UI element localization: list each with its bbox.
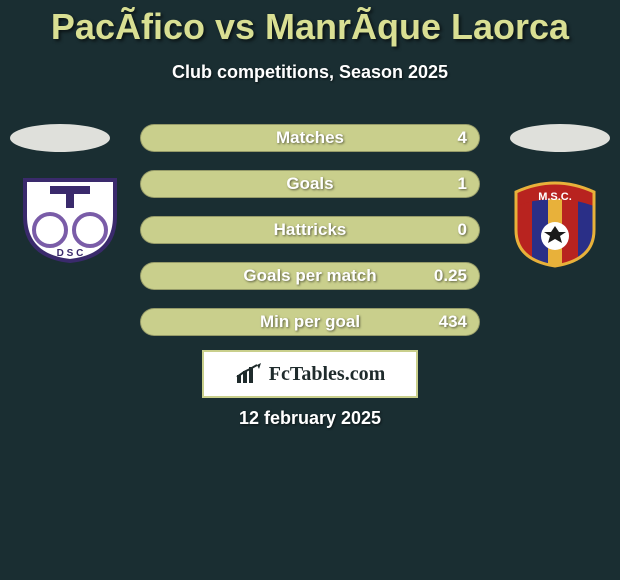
stat-row-min-per-goal: Min per goal 434 — [140, 308, 480, 336]
bar-chart-icon — [235, 363, 263, 385]
brand-badge: FcTables.com — [202, 350, 418, 398]
vs-text: vs — [205, 6, 265, 47]
player-b-silhouette — [510, 124, 610, 152]
stat-value: 4 — [458, 128, 467, 148]
player-a-silhouette — [10, 124, 110, 152]
date-text: 12 february 2025 — [0, 408, 620, 429]
stat-row-matches: Matches 4 — [140, 124, 480, 152]
stats-table: Matches 4 Goals 1 Hattricks 0 Goals per … — [140, 124, 480, 354]
stat-label: Min per goal — [260, 312, 360, 332]
svg-text:D S C: D S C — [57, 248, 84, 259]
team-b-crest: M.S.C. — [510, 178, 600, 268]
stat-label: Hattricks — [274, 220, 347, 240]
stat-row-goals-per-match: Goals per match 0.25 — [140, 262, 480, 290]
stat-value: 434 — [439, 312, 467, 332]
subtitle: Club competitions, Season 2025 — [0, 62, 620, 83]
stat-row-hattricks: Hattricks 0 — [140, 216, 480, 244]
brand-text: FcTables.com — [269, 363, 385, 386]
stat-value: 1 — [458, 174, 467, 194]
stat-label: Goals — [286, 174, 333, 194]
stat-label: Goals per match — [243, 266, 376, 286]
team-a-crest: D S C — [20, 178, 120, 263]
stat-row-goals: Goals 1 — [140, 170, 480, 198]
svg-text:M.S.C.: M.S.C. — [538, 191, 572, 203]
player-a-name: PacÃfico — [51, 6, 205, 47]
stat-label: Matches — [276, 128, 344, 148]
page-title: PacÃfico vs ManrÃque Laorca — [0, 0, 620, 48]
stat-value: 0.25 — [434, 266, 467, 286]
player-b-name: ManrÃque Laorca — [265, 6, 569, 47]
stat-value: 0 — [458, 220, 467, 240]
